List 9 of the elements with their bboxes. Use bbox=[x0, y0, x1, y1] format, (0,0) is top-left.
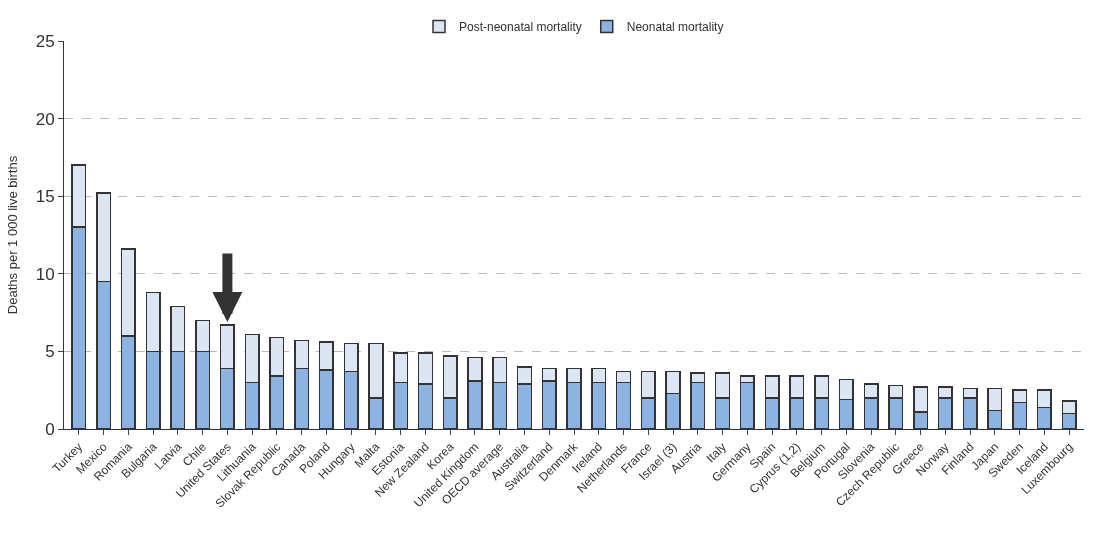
y-tick-label: 5 bbox=[45, 342, 55, 362]
legend-label: Neonatal mortality bbox=[626, 20, 724, 35]
y-tick-label: 15 bbox=[35, 187, 55, 207]
legend-label: Post-neonatal mortality bbox=[459, 20, 582, 35]
y-tick-label: 25 bbox=[35, 31, 55, 51]
y-tick-label: 0 bbox=[45, 419, 55, 439]
y-tick-label: 10 bbox=[35, 264, 55, 284]
y-tick-label: 20 bbox=[35, 109, 55, 129]
y-axis-title: Deaths per 1 000 live births bbox=[4, 155, 20, 315]
